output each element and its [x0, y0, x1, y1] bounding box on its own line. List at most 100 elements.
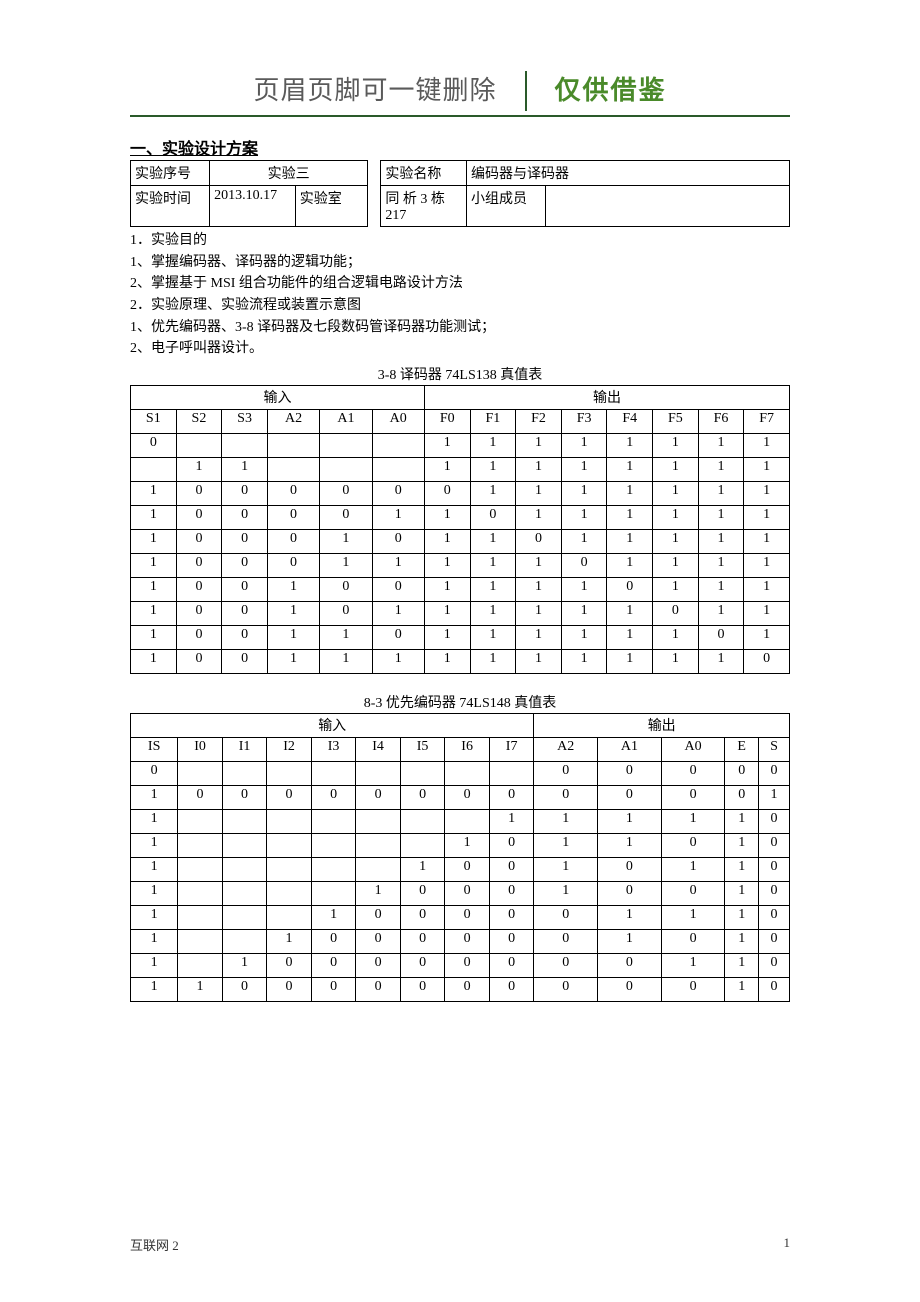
- column-header: IS: [131, 738, 178, 762]
- table-cell: 1: [424, 506, 470, 530]
- table-cell: 0: [176, 506, 222, 530]
- table-cell: 1: [356, 882, 401, 906]
- table-cell: 1: [607, 506, 653, 530]
- table-cell: 1: [725, 930, 759, 954]
- table-cell: 0: [725, 786, 759, 810]
- column-header: I0: [178, 738, 223, 762]
- table-cell: [222, 930, 267, 954]
- table-cell: 0: [222, 554, 268, 578]
- table-cell: 1: [744, 482, 790, 506]
- para-1: 1、掌握编码器、译码器的逻辑功能；: [130, 252, 790, 274]
- table-row: 10000001111111: [131, 482, 790, 506]
- column-header: I2: [267, 738, 312, 762]
- table-row: 10001111101111: [131, 554, 790, 578]
- table-cell: 0: [356, 978, 401, 1002]
- group-header: 输入: [131, 714, 534, 738]
- table-cell: 1: [178, 978, 223, 1002]
- table-cell: 1: [725, 858, 759, 882]
- column-header: A0: [661, 738, 725, 762]
- table-cell: 1: [445, 834, 490, 858]
- table-cell: 0: [598, 954, 662, 978]
- header-divider: [525, 71, 527, 111]
- table-cell: 0: [356, 906, 401, 930]
- table-cell: 0: [320, 506, 372, 530]
- table-cell: 0: [534, 786, 598, 810]
- table-cell: 1: [131, 810, 178, 834]
- table-cell: [178, 762, 223, 786]
- table-cell: 1: [320, 650, 372, 674]
- table-cell: 1: [561, 530, 607, 554]
- column-header: S3: [222, 410, 268, 434]
- table-cell: 1: [598, 834, 662, 858]
- table-cell: 1: [470, 434, 516, 458]
- table-cell: 0: [445, 882, 490, 906]
- table-cell: 0: [561, 554, 607, 578]
- table-cell: 0: [222, 530, 268, 554]
- table-cell: 1: [131, 602, 177, 626]
- table-cell: 0: [661, 882, 725, 906]
- table-row: 1111111111: [131, 458, 790, 482]
- table-cell: 1: [131, 626, 177, 650]
- table-cell: 1: [372, 554, 424, 578]
- table-cell: [356, 810, 401, 834]
- table-cell: 0: [534, 954, 598, 978]
- table-cell: 0: [311, 978, 356, 1002]
- table-cell: 0: [759, 762, 790, 786]
- table-cell: 1: [598, 810, 662, 834]
- table-cell: 1: [744, 506, 790, 530]
- column-header: F0: [424, 410, 470, 434]
- table-cell: 0: [400, 930, 445, 954]
- table-cell: [131, 458, 177, 482]
- table-cell: 0: [489, 978, 534, 1002]
- page-header: 页眉页脚可一键删除 仅供借鉴: [130, 70, 790, 111]
- table-cell: 1: [561, 602, 607, 626]
- header-underline: [130, 115, 790, 117]
- table-cell: 0: [400, 906, 445, 930]
- meta-row-1: 实验序号 实验三 实验名称 编码器与译码器: [131, 161, 790, 186]
- table-cell: 1: [131, 530, 177, 554]
- table-cell: 1: [131, 954, 178, 978]
- table-cell: 1: [661, 810, 725, 834]
- table-cell: 0: [222, 626, 268, 650]
- table-row: 10011111111110: [131, 650, 790, 674]
- para-5: 2、电子呼叫器设计。: [130, 338, 790, 360]
- para-3: 2．实验原理、实验流程或装置示意图: [130, 295, 790, 317]
- table-cell: [178, 858, 223, 882]
- table-cell: [320, 434, 372, 458]
- table-cell: 1: [489, 810, 534, 834]
- table-cell: 1: [470, 530, 516, 554]
- table-cell: 0: [372, 530, 424, 554]
- header-main-text: 页眉页脚可一键删除: [253, 70, 496, 111]
- table-cell: 1: [320, 626, 372, 650]
- table-cell: 1: [267, 626, 319, 650]
- table-cell: 1: [653, 626, 699, 650]
- table-cell: 1: [516, 578, 562, 602]
- table-cell: 0: [222, 506, 268, 530]
- table-cell: 1: [267, 602, 319, 626]
- table-cell: 1: [561, 458, 607, 482]
- table-cell: 0: [176, 578, 222, 602]
- table-cell: 1: [725, 810, 759, 834]
- table-cell: 1: [516, 482, 562, 506]
- table-cell: 0: [320, 602, 372, 626]
- table-cell: 1: [698, 530, 744, 554]
- table-cell: 0: [267, 978, 312, 1002]
- table-cell: [356, 858, 401, 882]
- table-cell: [372, 434, 424, 458]
- table1-caption: 3-8 译码器 74LS138 真值表: [130, 364, 790, 384]
- table-cell: 0: [598, 858, 662, 882]
- table-cell: 1: [744, 530, 790, 554]
- table-cell: 1: [561, 578, 607, 602]
- table-cell: 0: [698, 626, 744, 650]
- table-cell: 0: [176, 650, 222, 674]
- column-header: F5: [653, 410, 699, 434]
- column-header: F6: [698, 410, 744, 434]
- table-cell: 1: [607, 554, 653, 578]
- table-cell: 1: [131, 578, 177, 602]
- table-cell: 1: [372, 602, 424, 626]
- table-cell: 0: [372, 626, 424, 650]
- value-room: 同 析 3 栋 217: [381, 186, 467, 227]
- spacer: [130, 674, 790, 688]
- label-time: 实验时间: [131, 186, 210, 227]
- table-cell: 0: [222, 482, 268, 506]
